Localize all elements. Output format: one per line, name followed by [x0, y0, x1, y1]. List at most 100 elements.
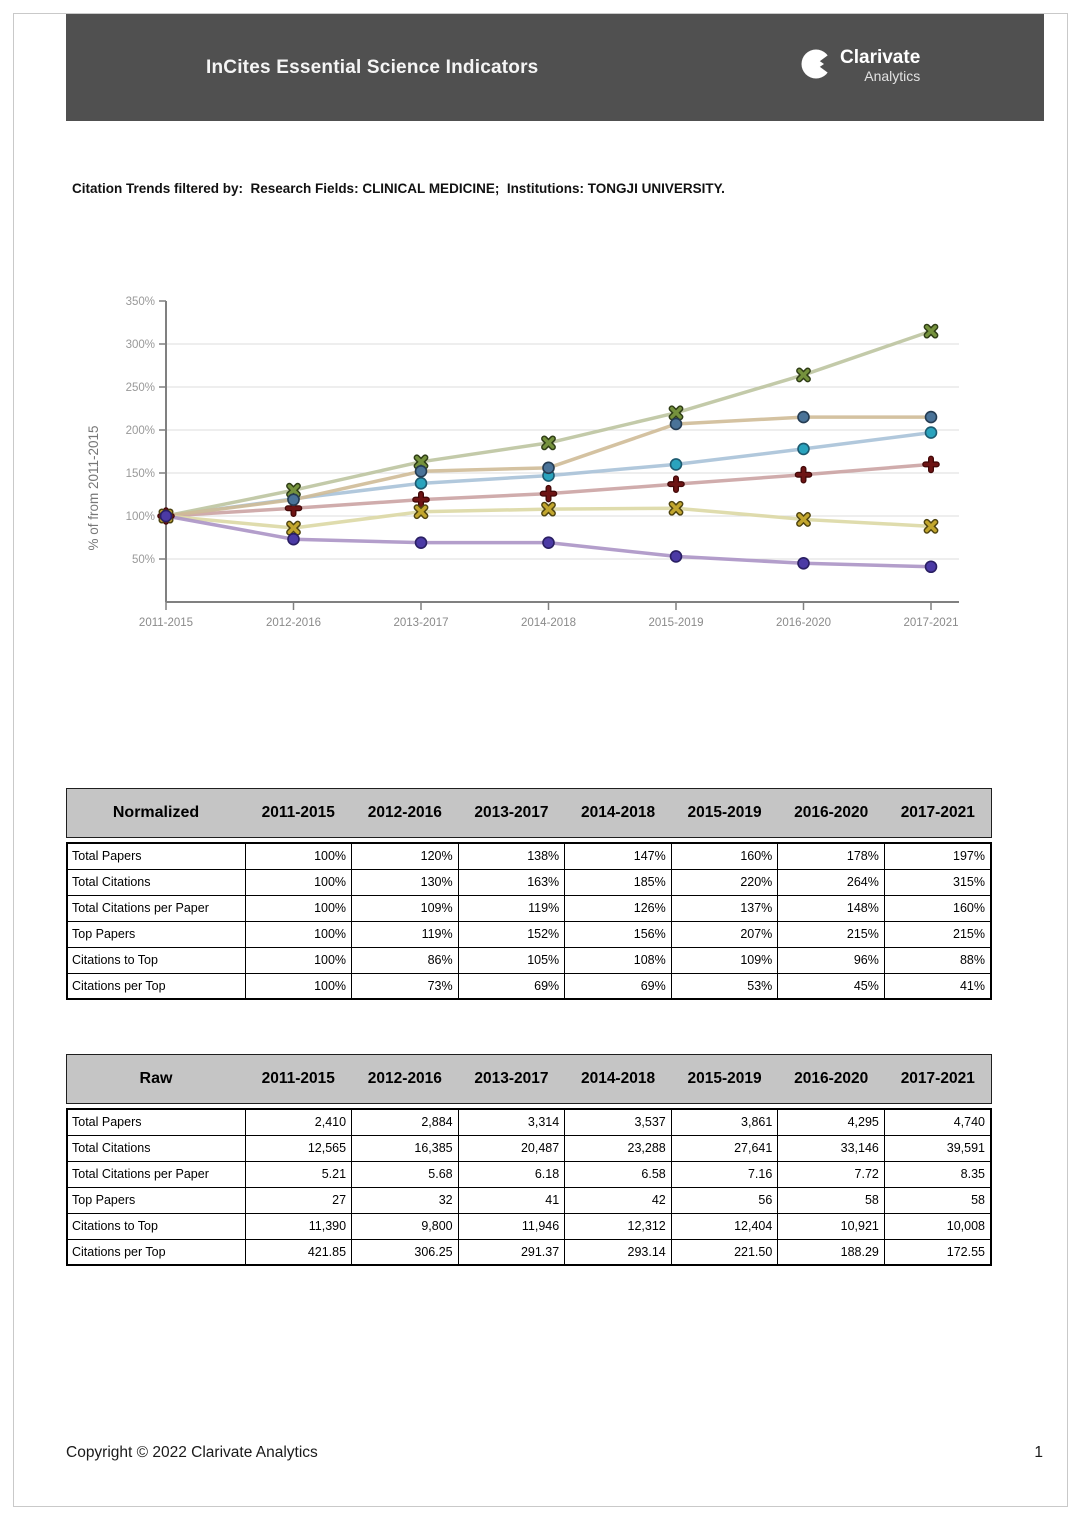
marker-top-papers	[414, 464, 428, 478]
row-label: Citations to Top	[66, 946, 246, 974]
cell-value: 147%	[564, 842, 672, 870]
row-label: Total Citations per Paper	[66, 1160, 246, 1188]
row-label: Total Citations	[66, 1134, 246, 1162]
row-label: Total Papers	[66, 842, 246, 870]
cell-value: 7.72	[777, 1160, 885, 1188]
cell-value: 73%	[351, 972, 459, 1000]
column-header: 2016-2020	[794, 1070, 869, 1087]
cell-value: 188.29	[777, 1238, 885, 1266]
marker-total-papers	[414, 477, 428, 490]
table-title: Raw	[139, 1070, 173, 1087]
marker-total-citations	[668, 405, 684, 421]
table-row: Total Papers 100% 120% 138% 147% 160% 178% 197%	[66, 842, 992, 870]
column-header: 2011-2015	[261, 1070, 335, 1087]
cell-value: 156%	[564, 920, 672, 948]
cell-value: 215%	[777, 920, 885, 948]
column-header: 2012-2016	[367, 1070, 442, 1087]
cell-value: 3,861	[670, 1108, 779, 1136]
raw-table-body: Total Papers 2,410 2,884 3,314 3,537 3,861 4,2…	[66, 1108, 992, 1266]
table-row: Citations per Top 421.85 306.25 291.37 293.1…	[66, 1238, 992, 1266]
marker-total-citations-per-paper	[539, 484, 558, 503]
x-tick-label: 2013-2017	[394, 617, 449, 629]
cell-value: 53%	[670, 972, 779, 1000]
cell-value: 6.18	[457, 1160, 566, 1188]
cell-value: 12,312	[564, 1212, 672, 1240]
cell-value: 45%	[777, 972, 885, 1000]
marker-total-citations	[923, 323, 939, 339]
cell-value: 421.85	[244, 1238, 353, 1266]
cell-value: 56	[670, 1186, 779, 1214]
x-tick-label: 2014-2018	[521, 617, 576, 629]
cell-value: 6.58	[564, 1160, 672, 1188]
cell-value: 39,591	[883, 1134, 992, 1162]
column-header: 2011-2015	[261, 804, 335, 821]
page-number: 1	[1034, 1444, 1043, 1461]
marker-total-papers	[797, 442, 810, 456]
cell-value: 130%	[351, 868, 459, 896]
cell-value: 207%	[670, 920, 779, 948]
cell-value: 100%	[244, 842, 353, 870]
report-page: InCites Essential Science Indicators Cla…	[13, 13, 1068, 1507]
row-label: Total Citations	[66, 868, 246, 896]
marker-citations-per-top	[287, 532, 300, 546]
cell-value: 137%	[670, 894, 779, 922]
cell-value: 4,295	[777, 1108, 885, 1136]
column-header: 2014-2018	[580, 1070, 656, 1087]
marker-total-citations-per-paper	[284, 499, 303, 518]
cell-value: 7.16	[670, 1160, 779, 1188]
citation-trends-chart: 50% 100% 150% 200% 250% 300% 350% 2011-2015 2012…	[86, 296, 959, 629]
raw-table: Raw 2011-2015 2012-2016 2013-2017 2014-2018 2…	[66, 1054, 992, 1266]
x-tick-label: 2012-2016	[266, 617, 321, 629]
y-tick-label: 250%	[126, 382, 155, 394]
cell-value: 42	[564, 1186, 672, 1214]
cell-value: 119%	[457, 894, 566, 922]
marker-top-papers	[287, 493, 300, 506]
cell-value: 86%	[351, 946, 459, 974]
column-header: 2015-2019	[687, 1070, 762, 1087]
cell-value: 11,946	[457, 1212, 566, 1240]
marker-citations-to-top	[923, 518, 939, 534]
cell-value: 163%	[457, 868, 566, 896]
marker-total-citations-per-paper	[794, 465, 813, 484]
y-tick-label: 300%	[126, 339, 155, 351]
table-row: Citations to Top 11,390 9,800 11,946 12,312 1…	[66, 1212, 992, 1240]
cell-value: 5.68	[351, 1160, 459, 1188]
cell-value: 12,565	[244, 1134, 353, 1162]
cell-value: 172.55	[883, 1238, 992, 1266]
marker-top-papers	[924, 410, 938, 424]
column-header: 2015-2019	[687, 804, 762, 821]
report-title: InCites Essential Science Indicators	[206, 56, 539, 78]
normalized-table-header: Normalized 2011-2015 2012-2016 2013-2017 201…	[66, 788, 992, 838]
row-label: Citations to Top	[66, 1212, 246, 1240]
marker-total-citations-per-paper	[412, 490, 430, 509]
x-tick-label: 2016-2020	[776, 617, 831, 629]
y-axis-title: % of from 2011-2015	[86, 425, 101, 550]
cell-value: 221.50	[670, 1238, 779, 1266]
table-row: Total Papers 2,410 2,884 3,314 3,537 3,861 4,2…	[66, 1108, 992, 1136]
copyright-text: Copyright © 2022 Clarivate Analytics	[66, 1444, 318, 1461]
filter-description: Citation Trends filtered by: Research Fi…	[72, 181, 725, 196]
y-tick-label: 200%	[126, 425, 155, 437]
marker-total-citations-per-paper	[667, 475, 685, 493]
cell-value: 100%	[244, 972, 353, 1000]
brand-name: Clarivate	[840, 47, 921, 68]
row-label: Top Papers	[66, 1186, 246, 1214]
cell-value: 10,008	[883, 1212, 992, 1240]
cell-value: 12,404	[670, 1212, 779, 1240]
marker-total-papers	[669, 458, 683, 471]
cell-value: 88%	[883, 946, 992, 974]
marker-citations-to-top	[796, 512, 811, 527]
clarivate-icon	[801, 49, 833, 79]
x-tick-label: 2011-2015	[139, 617, 193, 629]
cell-value: 27,641	[670, 1134, 779, 1162]
cell-value: 160%	[670, 842, 779, 870]
cell-value: 2,884	[351, 1108, 459, 1136]
cell-value: 9,800	[351, 1212, 459, 1240]
cell-value: 10,921	[777, 1212, 885, 1240]
marker-citations-per-top	[414, 536, 428, 549]
cell-value: 109%	[670, 946, 779, 974]
cell-value: 33,146	[777, 1134, 885, 1162]
cell-value: 11,390	[244, 1212, 353, 1240]
cell-value: 96%	[777, 946, 885, 974]
column-header: 2017-2021	[900, 1070, 975, 1087]
